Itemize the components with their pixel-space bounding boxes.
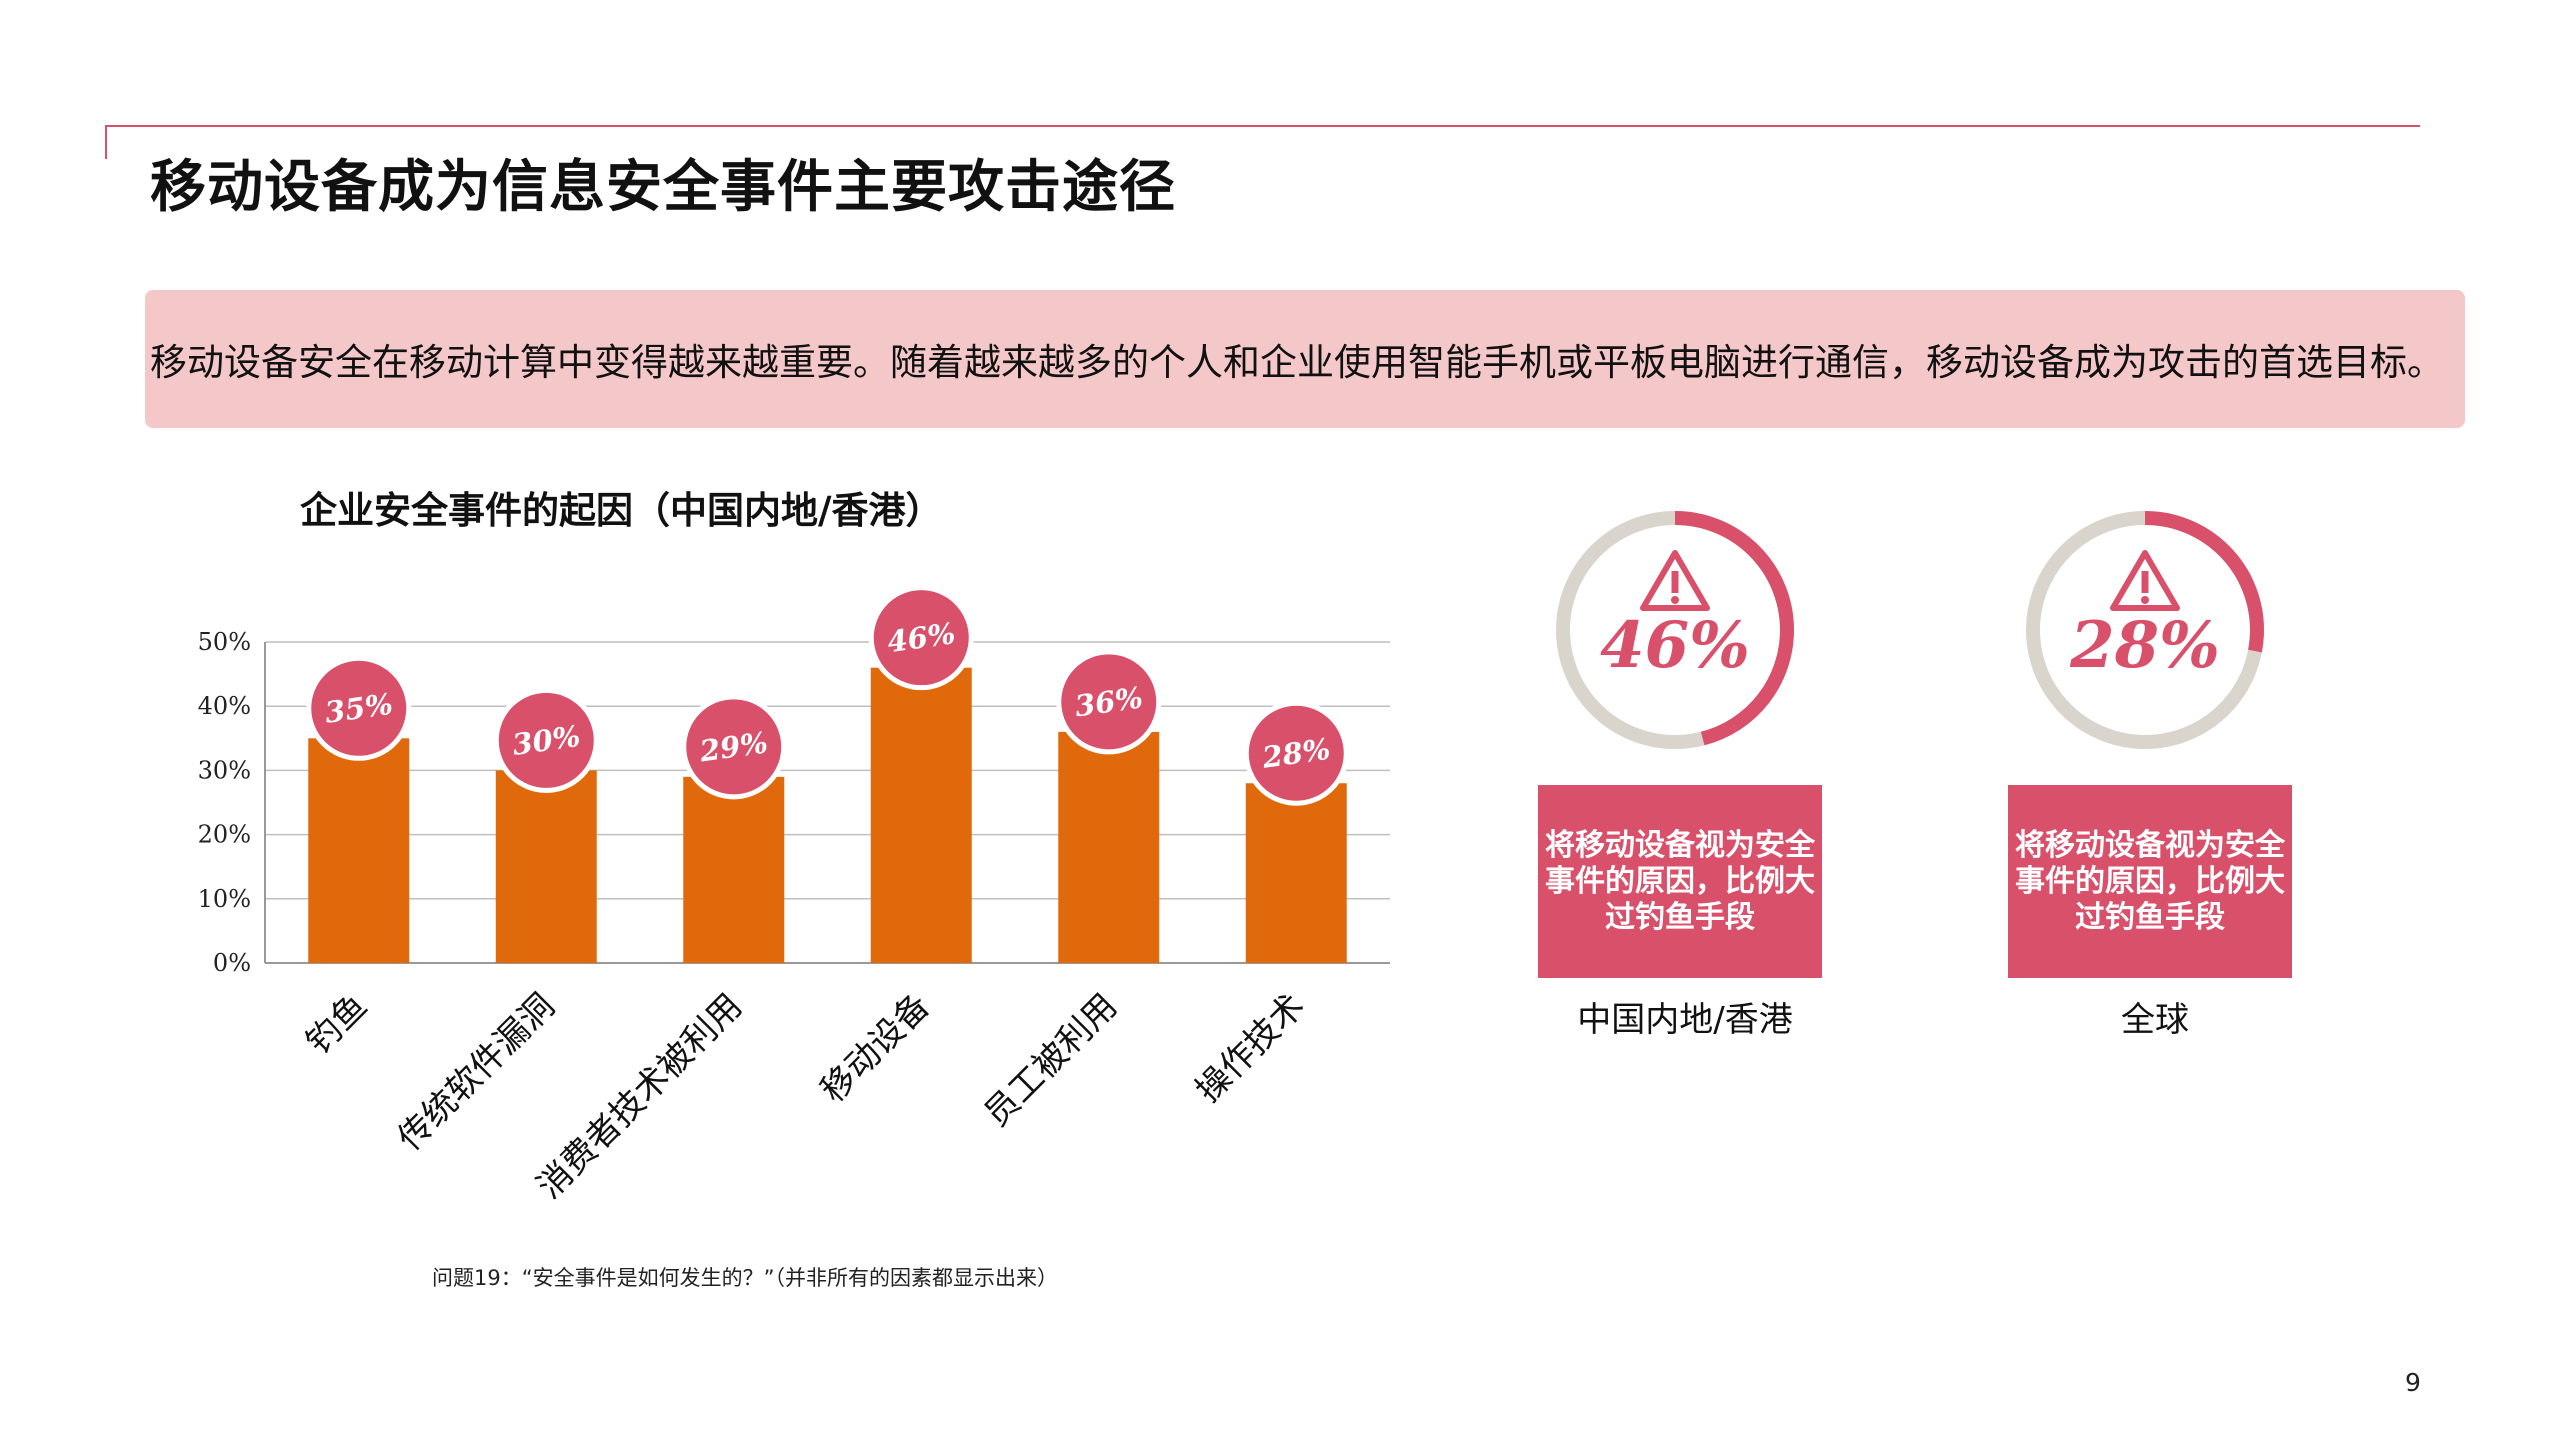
y-tick-label: 50% bbox=[198, 628, 251, 656]
ring-progress-arc bbox=[1556, 511, 1794, 749]
footnote: 问题19：“安全事件是如何发生的？”（并非所有的因素都显示出来） bbox=[432, 1266, 1058, 1290]
stat-region-label: 中国内地/香港 bbox=[1577, 1000, 1793, 1040]
y-tick-label: 0% bbox=[213, 949, 251, 977]
summary-banner: 移动设备安全在移动计算中变得越来越重要。随着越来越多的个人和企业使用智能手机或平… bbox=[145, 290, 2465, 428]
category-label: 移动设备 bbox=[813, 986, 937, 1110]
bar bbox=[1058, 731, 1160, 963]
bar bbox=[683, 776, 785, 963]
y-tick-label: 40% bbox=[198, 692, 251, 720]
warning-icon bbox=[1640, 550, 1710, 611]
category-label: 传统软件漏洞 bbox=[390, 986, 563, 1159]
y-tick-label: 30% bbox=[198, 756, 251, 784]
stat-percent-label: 28% bbox=[2069, 608, 2220, 683]
data-label-bubble bbox=[1243, 700, 1349, 806]
chart-title: 企业安全事件的起因（中国内地/香港） bbox=[300, 489, 943, 532]
y-tick-label: 20% bbox=[198, 821, 251, 849]
data-label-bubble bbox=[1056, 649, 1162, 755]
stat-region-label: 全球 bbox=[2121, 1000, 2189, 1040]
page-number: 9 bbox=[2405, 1368, 2421, 1397]
stat-description-box: 将移动设备视为安全事件的原因，比例大过钓鱼手段 bbox=[1538, 785, 1822, 978]
stat-percent-label: 46% bbox=[1600, 608, 1750, 683]
bar bbox=[1245, 783, 1347, 963]
warning-icon bbox=[2110, 550, 2180, 611]
header-rule-tick bbox=[105, 125, 107, 159]
category-label: 消费者技术被利用 bbox=[529, 986, 750, 1207]
summary-banner-text: 移动设备安全在移动计算中变得越来越重要。随着越来越多的个人和企业使用智能手机或平… bbox=[150, 341, 2444, 384]
bar bbox=[308, 738, 410, 963]
header-rule bbox=[105, 125, 2420, 127]
stat-ring-cn: 46% bbox=[1556, 511, 1794, 749]
data-label-bubble bbox=[681, 694, 787, 800]
bar-chart: 0%10%20%30%40%50%35%钓鱼30%传统软件漏洞29%消费者技术被… bbox=[198, 585, 1390, 1207]
category-label: 钓鱼 bbox=[299, 986, 375, 1062]
stat-ring-global: 28% bbox=[2026, 511, 2264, 749]
data-label-bubble bbox=[868, 585, 974, 691]
data-label-bubble bbox=[493, 687, 599, 793]
stat-description-box: 将移动设备视为安全事件的原因，比例大过钓鱼手段 bbox=[2008, 785, 2292, 978]
bar bbox=[870, 667, 972, 963]
category-label: 员工被利用 bbox=[977, 986, 1125, 1134]
bar bbox=[495, 770, 597, 963]
ring-progress-arc bbox=[2026, 511, 2264, 749]
page-title: 移动设备成为信息安全事件主要攻击途径 bbox=[150, 155, 1176, 220]
category-label: 操作技术 bbox=[1188, 986, 1312, 1110]
y-tick-label: 10% bbox=[198, 885, 251, 913]
data-label-bubble bbox=[306, 655, 412, 761]
